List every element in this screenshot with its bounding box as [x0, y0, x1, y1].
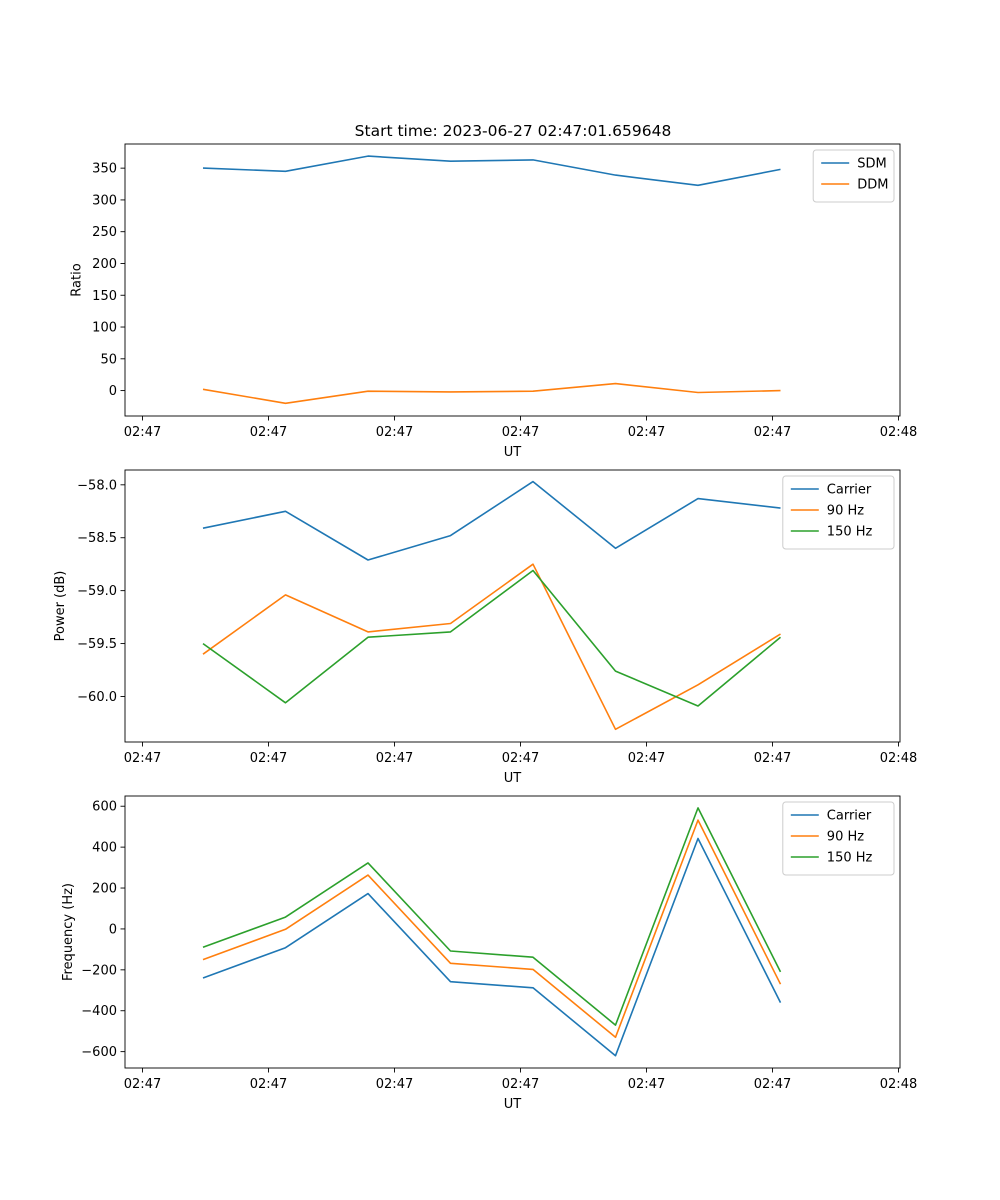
- x-axis-label: UT: [504, 445, 522, 460]
- y-tick-label: 200: [92, 257, 117, 272]
- x-tick-label: 02:48: [880, 1077, 917, 1092]
- panel-3: 02:47 02:47 02:47 02:47 02:47 02:47 02:48 −600 −…: [61, 795, 917, 1112]
- x-axis-label: UT: [504, 771, 522, 786]
- panel-1: 02:47 02:47 02:47 02:47 02:47 02:47 02:48 0 50 10…: [69, 143, 917, 460]
- axes-frame: [124, 469, 901, 743]
- x-tick-label: 02:47: [250, 1077, 287, 1092]
- x-tick-label: 02:47: [376, 425, 413, 440]
- x-tick-label: 02:47: [502, 751, 539, 766]
- series-line-90-hz: [202, 563, 781, 731]
- legend-label: 90 Hz: [827, 830, 864, 845]
- legend-label: DDM: [857, 178, 888, 193]
- legend: Carrier 90 Hz 150 Hz: [782, 801, 895, 876]
- y-tick-label: 350: [92, 162, 117, 177]
- y-axis-label: Frequency (Hz): [61, 883, 76, 981]
- y-tick-label: 250: [92, 225, 117, 240]
- legend-label: 150 Hz: [827, 851, 873, 866]
- y-tick-label: 200: [92, 882, 117, 897]
- y-tick-label: 0: [109, 922, 117, 937]
- x-tick-label: 02:47: [124, 425, 161, 440]
- series-line-90-hz: [202, 819, 782, 1039]
- x-tick-label: 02:47: [628, 425, 665, 440]
- y-axis-label: Ratio: [69, 263, 84, 296]
- series-line-carrier: [202, 837, 782, 1057]
- x-tick-label: 02:47: [502, 425, 539, 440]
- x-tick-label: 02:47: [502, 1077, 539, 1092]
- y-tick-label: −59.0: [77, 584, 117, 599]
- series-line-150-hz: [202, 569, 782, 707]
- panel-2: 02:47 02:47 02:47 02:47 02:47 02:47 02:48 −60.0…: [53, 469, 917, 786]
- x-tick-label: 02:47: [376, 1077, 413, 1092]
- x-tick-label: 02:47: [376, 751, 413, 766]
- figure-title: Start time: 2023-06-27 02:47:01.659648: [355, 122, 672, 140]
- y-tick-label: 150: [92, 289, 117, 304]
- y-tick-label: −400: [81, 1004, 117, 1019]
- series-line-ddm: [202, 382, 781, 405]
- legend-label: 150 Hz: [827, 525, 873, 540]
- x-tick-label: 02:47: [754, 1077, 791, 1092]
- y-tick-label: 50: [100, 352, 117, 367]
- x-tick-label: 02:47: [124, 1077, 161, 1092]
- y-tick-label: 600: [92, 800, 117, 815]
- x-tick-label: 02:47: [628, 1077, 665, 1092]
- x-tick-label: 02:48: [880, 425, 917, 440]
- series-line-carrier: [202, 480, 781, 561]
- panels: 02:47 02:47 02:47 02:47 02:47 02:47 02:48 0 50 10…: [53, 143, 917, 1112]
- x-tick-label: 02:47: [124, 751, 161, 766]
- x-tick-label: 02:48: [880, 751, 917, 766]
- legend-label: Carrier: [827, 483, 872, 498]
- x-tick-label: 02:47: [754, 425, 791, 440]
- y-tick-label: 0: [109, 384, 117, 399]
- y-axis-label: Power (dB): [53, 571, 68, 642]
- legend-label: SDM: [857, 157, 886, 172]
- series-line-150-hz: [202, 807, 782, 1026]
- y-tick-label: 300: [92, 193, 117, 208]
- series-line-sdm: [202, 155, 781, 187]
- y-tick-label: −59.5: [77, 637, 117, 652]
- legend: SDM DDM: [812, 149, 895, 203]
- y-tick-label: 100: [92, 321, 117, 336]
- y-tick-label: −60.0: [77, 690, 117, 705]
- x-tick-label: 02:47: [250, 751, 287, 766]
- y-tick-label: 400: [92, 841, 117, 856]
- x-axis-label: UT: [504, 1097, 522, 1112]
- x-tick-label: 02:47: [250, 425, 287, 440]
- axes-frame: [124, 143, 901, 417]
- legend-label: 90 Hz: [827, 504, 864, 519]
- legend-label: Carrier: [827, 809, 872, 824]
- y-tick-label: −600: [81, 1045, 117, 1060]
- legend: Carrier 90 Hz 150 Hz: [782, 475, 895, 550]
- y-tick-label: −58.5: [77, 531, 117, 546]
- x-tick-label: 02:47: [628, 751, 665, 766]
- x-tick-label: 02:47: [754, 751, 791, 766]
- y-tick-label: −58.0: [77, 478, 117, 493]
- y-tick-label: −200: [81, 963, 117, 978]
- axes-frame: [124, 795, 901, 1069]
